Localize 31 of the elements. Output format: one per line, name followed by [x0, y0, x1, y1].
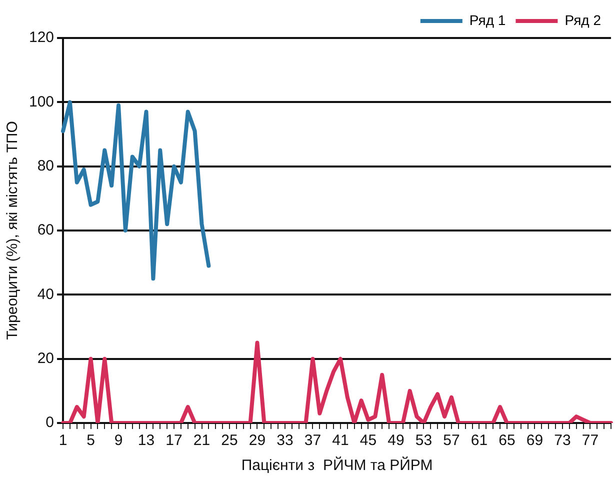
x-tick-label: 5	[86, 432, 95, 450]
x-tick-label: 57	[443, 432, 460, 450]
x-tick-label: 29	[248, 432, 266, 450]
y-axis-title: Тиреоцити (%), які містять ТПО	[4, 121, 22, 340]
y-tick-label: 80	[37, 157, 54, 174]
x-tick-label: 21	[193, 432, 210, 450]
x-tick-label: 37	[304, 432, 322, 450]
x-tick-label: 1	[58, 432, 68, 450]
y-tick-label: 40	[37, 286, 54, 303]
x-tick-label: 69	[526, 432, 544, 450]
y-tick-label: 100	[28, 93, 54, 110]
x-tick-label: 45	[360, 432, 377, 450]
legend-label: Ряд 1	[469, 12, 506, 28]
x-tick-label: 53	[415, 432, 432, 450]
x-tick-label: 73	[554, 432, 571, 450]
x-tick-label: 17	[166, 432, 182, 450]
x-tick-label: 25	[221, 432, 238, 450]
x-tick-label: 41	[332, 432, 349, 450]
y-tick-label: 0	[46, 414, 54, 432]
x-tick-label: 33	[276, 432, 294, 450]
x-tick-label: 9	[114, 432, 123, 450]
x-tick-label: 49	[388, 432, 404, 450]
y-tick-label: 120	[28, 29, 54, 46]
legend-label: Ряд 2	[564, 12, 602, 28]
x-tick-label: 13	[138, 432, 155, 450]
y-tick-label: 60	[37, 222, 54, 239]
x-tick-label: 65	[498, 432, 516, 450]
y-tick-label: 20	[37, 350, 54, 367]
x-tick-label: 61	[470, 432, 488, 450]
x-axis-title: Пацієнти з РЙЧМ та РЙРМ	[241, 456, 433, 474]
x-tick-label: 77	[582, 432, 599, 450]
